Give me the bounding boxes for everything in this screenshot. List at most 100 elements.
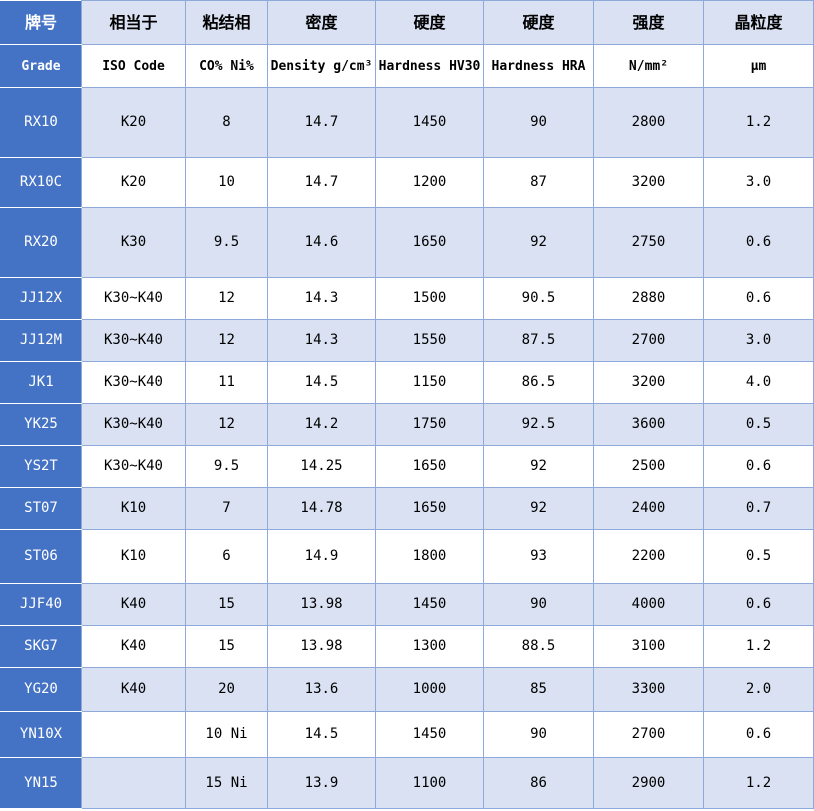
binder-cell: 15 [185, 625, 268, 668]
strength-cell: 3200 [593, 157, 704, 208]
hardness-hv30-cell: 1650 [375, 487, 484, 530]
iso-code-cell: K10 [81, 487, 186, 530]
density-cell: 14.7 [267, 87, 376, 158]
hardness-hra-cell: 93 [483, 529, 594, 584]
hardness-hra-cell: 92 [483, 487, 594, 530]
hardness-hv30-cell: 1550 [375, 319, 484, 362]
table-row: RX10 K20 8 14.7 1450 90 2800 1.2 [0, 87, 814, 158]
grade-cell: YS2T [0, 445, 82, 488]
grain-size-cell: 3.0 [703, 319, 814, 362]
grain-size-cell: 0.6 [703, 277, 814, 320]
grain-size-cell: 4.0 [703, 361, 814, 404]
iso-code-cell: ISO Code [81, 44, 186, 88]
hardness-hv30-cell: 硬度 [375, 0, 484, 45]
hardness-hv30-cell: 1650 [375, 445, 484, 488]
table-row: ST06 K10 6 14.9 1800 93 2200 0.5 [0, 529, 814, 584]
hardness-hra-cell: 88.5 [483, 625, 594, 668]
grade-cell: RX10 [0, 87, 82, 158]
binder-cell: 粘结相 [185, 0, 268, 45]
table-row: ST07 K10 7 14.78 1650 92 2400 0.7 [0, 487, 814, 530]
grain-size-cell: 1.2 [703, 625, 814, 668]
grade-cell: Grade [0, 44, 82, 88]
binder-cell: 7 [185, 487, 268, 530]
hardness-hv30-cell: 1000 [375, 667, 484, 712]
grade-cell: YN15 [0, 757, 82, 809]
binder-cell: 9.5 [185, 445, 268, 488]
binder-cell: 6 [185, 529, 268, 584]
hardness-hra-cell: 92 [483, 445, 594, 488]
hardness-hra-cell: 87 [483, 157, 594, 208]
grade-cell: JJ12X [0, 277, 82, 320]
strength-cell: 2700 [593, 711, 704, 758]
density-cell: Density g/cm³ [267, 44, 376, 88]
header-row-en: Grade ISO Code CO% Ni% Density g/cm³ Hardnes… [0, 44, 814, 88]
strength-cell: 3200 [593, 361, 704, 404]
binder-cell: CO% Ni% [185, 44, 268, 88]
grain-size-cell: 2.0 [703, 667, 814, 712]
grain-size-cell: 0.6 [703, 207, 814, 278]
density-cell: 14.3 [267, 319, 376, 362]
grain-size-cell: 0.6 [703, 711, 814, 758]
strength-cell: 2750 [593, 207, 704, 278]
binder-cell: 15 [185, 583, 268, 626]
grade-cell: YK25 [0, 403, 82, 446]
density-cell: 14.7 [267, 157, 376, 208]
strength-cell: 3600 [593, 403, 704, 446]
hardness-hv30-cell: 1450 [375, 87, 484, 158]
hardness-hra-cell: 86.5 [483, 361, 594, 404]
hardness-hv30-cell: Hardness HV30 [375, 44, 484, 88]
iso-code-cell: 相当于 [81, 0, 186, 45]
table-row: YS2T K30~K40 9.5 14.25 1650 92 2500 0.6 [0, 445, 814, 488]
density-cell: 14.25 [267, 445, 376, 488]
grain-size-cell: 3.0 [703, 157, 814, 208]
strength-cell: 2800 [593, 87, 704, 158]
iso-code-cell [81, 711, 186, 758]
binder-cell: 10 [185, 157, 268, 208]
iso-code-cell: K10 [81, 529, 186, 584]
density-cell: 13.98 [267, 625, 376, 668]
hardness-hra-cell: 92 [483, 207, 594, 278]
hardness-hra-cell: 90 [483, 87, 594, 158]
grade-cell: JJ12M [0, 319, 82, 362]
strength-cell: 4000 [593, 583, 704, 626]
iso-code-cell: K20 [81, 87, 186, 158]
strength-cell: 3100 [593, 625, 704, 668]
binder-cell: 12 [185, 277, 268, 320]
hardness-hv30-cell: 1100 [375, 757, 484, 809]
hardness-hra-cell: 87.5 [483, 319, 594, 362]
table-row: JJ12M K30~K40 12 14.3 1550 87.5 2700 3.0 [0, 319, 814, 362]
binder-cell: 12 [185, 319, 268, 362]
strength-cell: 2700 [593, 319, 704, 362]
density-cell: 14.78 [267, 487, 376, 530]
hardness-hv30-cell: 1200 [375, 157, 484, 208]
grain-size-cell: μm [703, 44, 814, 88]
hardness-hra-cell: 硬度 [483, 0, 594, 45]
iso-code-cell [81, 757, 186, 809]
strength-cell: 2400 [593, 487, 704, 530]
iso-code-cell: K30~K40 [81, 445, 186, 488]
hardness-hv30-cell: 1800 [375, 529, 484, 584]
grade-cell: YG20 [0, 667, 82, 712]
strength-cell: 2900 [593, 757, 704, 809]
iso-code-cell: K30~K40 [81, 319, 186, 362]
density-cell: 13.6 [267, 667, 376, 712]
binder-cell: 10 Ni [185, 711, 268, 758]
strength-cell: 2500 [593, 445, 704, 488]
grain-size-cell: 0.6 [703, 583, 814, 626]
grade-cell: RX10C [0, 157, 82, 208]
binder-cell: 15 Ni [185, 757, 268, 809]
hardness-hv30-cell: 1650 [375, 207, 484, 278]
iso-code-cell: K20 [81, 157, 186, 208]
hardness-hra-cell: 86 [483, 757, 594, 809]
iso-code-cell: K30 [81, 207, 186, 278]
density-cell: 14.2 [267, 403, 376, 446]
grade-cell: YN10X [0, 711, 82, 758]
table-row: RX20 K30 9.5 14.6 1650 92 2750 0.6 [0, 207, 814, 278]
hardness-hv30-cell: 1150 [375, 361, 484, 404]
grain-size-cell: 0.7 [703, 487, 814, 530]
grade-cell: RX20 [0, 207, 82, 278]
iso-code-cell: K40 [81, 583, 186, 626]
binder-cell: 9.5 [185, 207, 268, 278]
hardness-hv30-cell: 1500 [375, 277, 484, 320]
